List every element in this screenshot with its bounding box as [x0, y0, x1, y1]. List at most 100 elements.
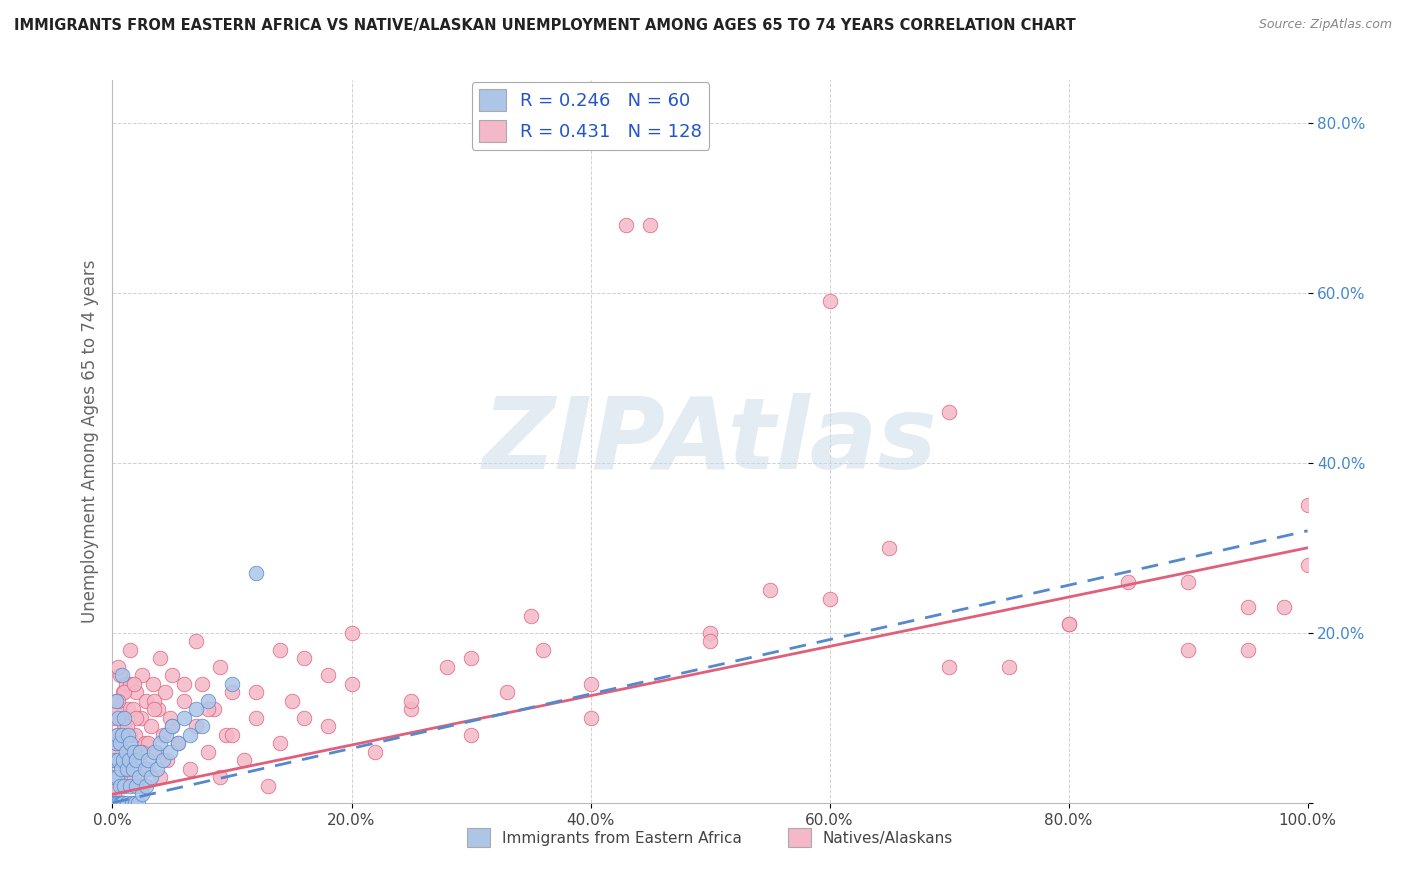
Point [197, 694, 219, 708]
Point [209, 770, 232, 784]
Point [162, 668, 183, 682]
Point [104, 753, 127, 767]
Point [135, 779, 157, 793]
Point [173, 711, 195, 725]
Point [115, 796, 138, 810]
Point [699, 634, 721, 648]
Point [143, 745, 166, 759]
Point [114, 762, 135, 776]
Point [1237, 600, 1260, 615]
Point [139, 770, 162, 784]
Point [139, 719, 162, 733]
Text: ZIPAtlas: ZIPAtlas [482, 393, 938, 490]
Point [1057, 617, 1080, 632]
Point [108, 779, 131, 793]
Point [496, 685, 519, 699]
Point [103, 787, 125, 801]
Point [179, 728, 201, 742]
Point [186, 702, 208, 716]
Point [316, 719, 339, 733]
Point [579, 711, 602, 725]
Point [818, 591, 841, 606]
Point [699, 625, 721, 640]
Point [257, 779, 280, 793]
Point [1057, 617, 1080, 632]
Point [938, 660, 960, 674]
Point [191, 719, 214, 733]
Point [122, 745, 145, 759]
Point [114, 745, 136, 759]
Point [105, 736, 128, 750]
Point [121, 762, 143, 776]
Point [281, 694, 304, 708]
Point [105, 796, 128, 810]
Point [1118, 574, 1140, 589]
Point [128, 753, 150, 767]
Point [879, 541, 901, 555]
Point [122, 770, 145, 784]
Legend: Immigrants from Eastern Africa, Natives/Alaskans: Immigrants from Eastern Africa, Natives/… [461, 822, 959, 853]
Point [124, 796, 146, 810]
Point [120, 736, 142, 750]
Point [149, 770, 172, 784]
Point [135, 694, 157, 708]
Point [245, 566, 267, 581]
Point [340, 625, 363, 640]
Point [114, 779, 135, 793]
Point [107, 753, 129, 767]
Point [292, 651, 315, 665]
Point [125, 711, 148, 725]
Point [998, 660, 1021, 674]
Point [1296, 558, 1319, 572]
Point [121, 702, 143, 716]
Point [152, 728, 174, 742]
Point [111, 796, 134, 810]
Point [401, 702, 423, 716]
Point [186, 719, 208, 733]
Point [120, 642, 142, 657]
Point [149, 736, 172, 750]
Point [108, 668, 131, 682]
Point [134, 736, 156, 750]
Point [520, 608, 543, 623]
Point [129, 745, 152, 759]
Point [105, 796, 128, 810]
Point [1296, 498, 1319, 512]
Point [125, 779, 148, 793]
Point [105, 770, 128, 784]
Point [173, 677, 195, 691]
Point [245, 711, 267, 725]
Point [460, 651, 482, 665]
Point [117, 702, 139, 716]
Point [938, 405, 960, 419]
Point [221, 685, 243, 699]
Point [159, 745, 181, 759]
Point [118, 770, 141, 784]
Point [104, 711, 127, 725]
Point [138, 736, 160, 750]
Point [103, 779, 125, 793]
Point [103, 753, 125, 767]
Point [292, 711, 315, 725]
Point [128, 770, 150, 784]
Point [759, 583, 782, 598]
Point [120, 677, 142, 691]
Point [103, 796, 125, 810]
Point [142, 677, 165, 691]
Point [107, 770, 129, 784]
Point [110, 753, 132, 767]
Point [108, 736, 131, 750]
Point [105, 728, 128, 742]
Point [173, 694, 195, 708]
Point [436, 660, 458, 674]
Point [131, 779, 153, 793]
Point [118, 753, 141, 767]
Point [104, 745, 127, 759]
Point [105, 702, 128, 716]
Point [107, 796, 129, 810]
Point [124, 728, 146, 742]
Point [162, 719, 183, 733]
Point [215, 728, 238, 742]
Point [122, 677, 145, 691]
Point [112, 685, 135, 699]
